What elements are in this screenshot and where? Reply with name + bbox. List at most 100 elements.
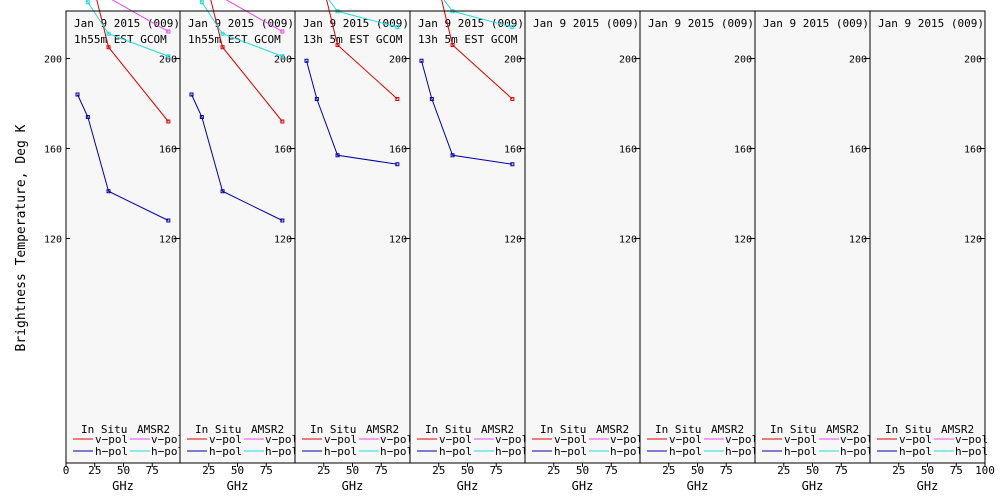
series-line-amsr2_h <box>328 0 398 28</box>
legend-label-insitu_h: h−pol <box>554 445 587 458</box>
x-tick-label: 25 <box>892 464 905 477</box>
data-point-insitu_h <box>304 58 309 63</box>
data-point-insitu_h <box>314 97 319 101</box>
x-tick-label: 50 <box>461 464 474 477</box>
y-tick-label: 200 <box>274 55 292 66</box>
legend-amsr2-header: AMSR2 <box>596 423 629 436</box>
y-tick-label: 160 <box>389 145 407 156</box>
x-tick-label: 25 <box>432 464 445 477</box>
panel-6: Jan 9 2015 (009)120160200240280255075GHz… <box>639 10 758 493</box>
legend-label-amsr2_v: v−pol <box>840 433 873 446</box>
legend-label-amsr2_v: v−pol <box>725 433 758 446</box>
panel-8: Jan 9 2015 (009)120160200240280255075100… <box>869 10 995 493</box>
y-axis-label: Brightness Temperature, Deg K <box>14 124 29 351</box>
legend-label-insitu_h: h−pol <box>669 445 702 458</box>
legend-label-amsr2_v: v−pol <box>380 433 413 446</box>
series-line-amsr2_h <box>85 0 169 57</box>
data-point-amsr2_v <box>280 29 285 34</box>
data-point-insitu_v <box>450 43 455 47</box>
data-point-insitu_h <box>106 189 111 194</box>
panel-title: Jan 9 2015 (009) <box>878 17 984 30</box>
x-tick-label: 25 <box>547 464 560 477</box>
x-tick-label: 75 <box>605 464 618 477</box>
x-tick-label: 50 <box>117 464 130 477</box>
legend-label-insitu_h: h−pol <box>439 445 472 458</box>
panel-subtitle: 13h 5m EST GCOM <box>303 33 403 46</box>
legend-label-amsr2_v: v−pol <box>495 433 528 446</box>
y-tick-label: 200 <box>504 55 522 66</box>
y-tick-label: 200 <box>849 55 867 66</box>
y-tick-label: 120 <box>964 235 982 246</box>
x-axis-label: GHz <box>112 479 134 493</box>
panel-2: Jan 9 2015 (009) 1h55m EST GCOM 120 160 200 2… <box>179 0 298 493</box>
x-tick-label: 50 <box>346 464 359 477</box>
panel-background <box>870 11 985 463</box>
legend-in-situ-header: In Situ <box>425 423 471 436</box>
y-tick-label: 200 <box>734 55 752 66</box>
panel-title: Jan 9 2015 (009) <box>418 17 524 30</box>
y-tick-label: 120 <box>734 235 752 246</box>
y-tick-label-left: 200 <box>44 55 62 66</box>
legend-amsr2-header: AMSR2 <box>481 423 514 436</box>
data-point-insitu_h <box>335 153 340 158</box>
data-point-amsr2_h <box>280 54 285 59</box>
data-point-amsr2_h <box>220 31 225 36</box>
data-point-insitu_h <box>75 92 80 97</box>
y-tick-label: 160 <box>504 145 522 156</box>
panel-frame <box>869 10 986 464</box>
legend-label-insitu_v: v−pol <box>554 433 587 446</box>
panel-background <box>755 11 870 463</box>
x-tick-label: 50 <box>576 464 589 477</box>
x-axis-label: GHz <box>342 479 364 493</box>
y-tick-label: 160 <box>274 145 292 156</box>
legend-label-amsr2_h: h−pol <box>380 445 413 458</box>
panel-subtitle: 1h55m EST GCOM <box>74 33 167 46</box>
data-point-amsr2_h <box>85 0 90 5</box>
legend-label-insitu_v: v−pol <box>669 433 702 446</box>
data-point-amsr2_v <box>166 29 171 34</box>
x-axis-label: GHz <box>687 479 709 493</box>
legend-amsr2-header: AMSR2 <box>366 423 399 436</box>
legend-label-insitu_h: h−pol <box>899 445 932 458</box>
panel-title: Jan 9 2015 (009) <box>303 17 409 30</box>
panel-title: Jan 9 2015 (009) <box>188 17 294 30</box>
data-point-insitu_h <box>450 153 455 158</box>
legend-in-situ-header: In Situ <box>81 423 127 436</box>
data-point-insitu_h <box>429 97 434 101</box>
y-tick-label: 200 <box>964 55 982 66</box>
legend-label-amsr2_h: h−pol <box>610 445 643 458</box>
series-line-insitu_v <box>210 0 283 122</box>
panel-background <box>410 11 525 463</box>
data-point-amsr2_h <box>510 25 515 29</box>
legend-label-amsr2_v: v−pol <box>151 433 184 446</box>
data-point-insitu_h <box>166 218 171 223</box>
data-point-insitu_v <box>166 119 171 124</box>
legend-amsr2-header: AMSR2 <box>711 423 744 436</box>
series-line-amsr2_h <box>199 0 283 57</box>
panel-3: Jan 9 2015 (009) 13h 5m EST GCOM 120 160 200… <box>294 0 413 493</box>
series-line-insitu_h <box>421 60 513 165</box>
legend-label-amsr2_h: h−pol <box>725 445 758 458</box>
legend-label-amsr2_v: v−pol <box>265 433 298 446</box>
data-point-insitu_h <box>395 162 400 167</box>
x-tick-label: 50 <box>921 464 934 477</box>
legend-label-insitu_v: v−pol <box>324 433 357 446</box>
data-point-insitu_v <box>395 97 400 101</box>
series-line-insitu_h <box>191 94 283 221</box>
legend-amsr2-header: AMSR2 <box>826 423 859 436</box>
x-tick-label: 50 <box>231 464 244 477</box>
panel-background <box>180 11 295 463</box>
x-tick-label: 75 <box>260 464 273 477</box>
panel-title: Jan 9 2015 (009) <box>74 17 180 30</box>
series-line-insitu_h <box>77 94 169 221</box>
x-tick-label: 0 <box>63 464 70 477</box>
x-axis-label: GHz <box>457 479 479 493</box>
x-tick-label: 75 <box>490 464 503 477</box>
series-line-amsr2_h <box>443 0 513 28</box>
y-tick-label-left: 160 <box>44 145 62 156</box>
